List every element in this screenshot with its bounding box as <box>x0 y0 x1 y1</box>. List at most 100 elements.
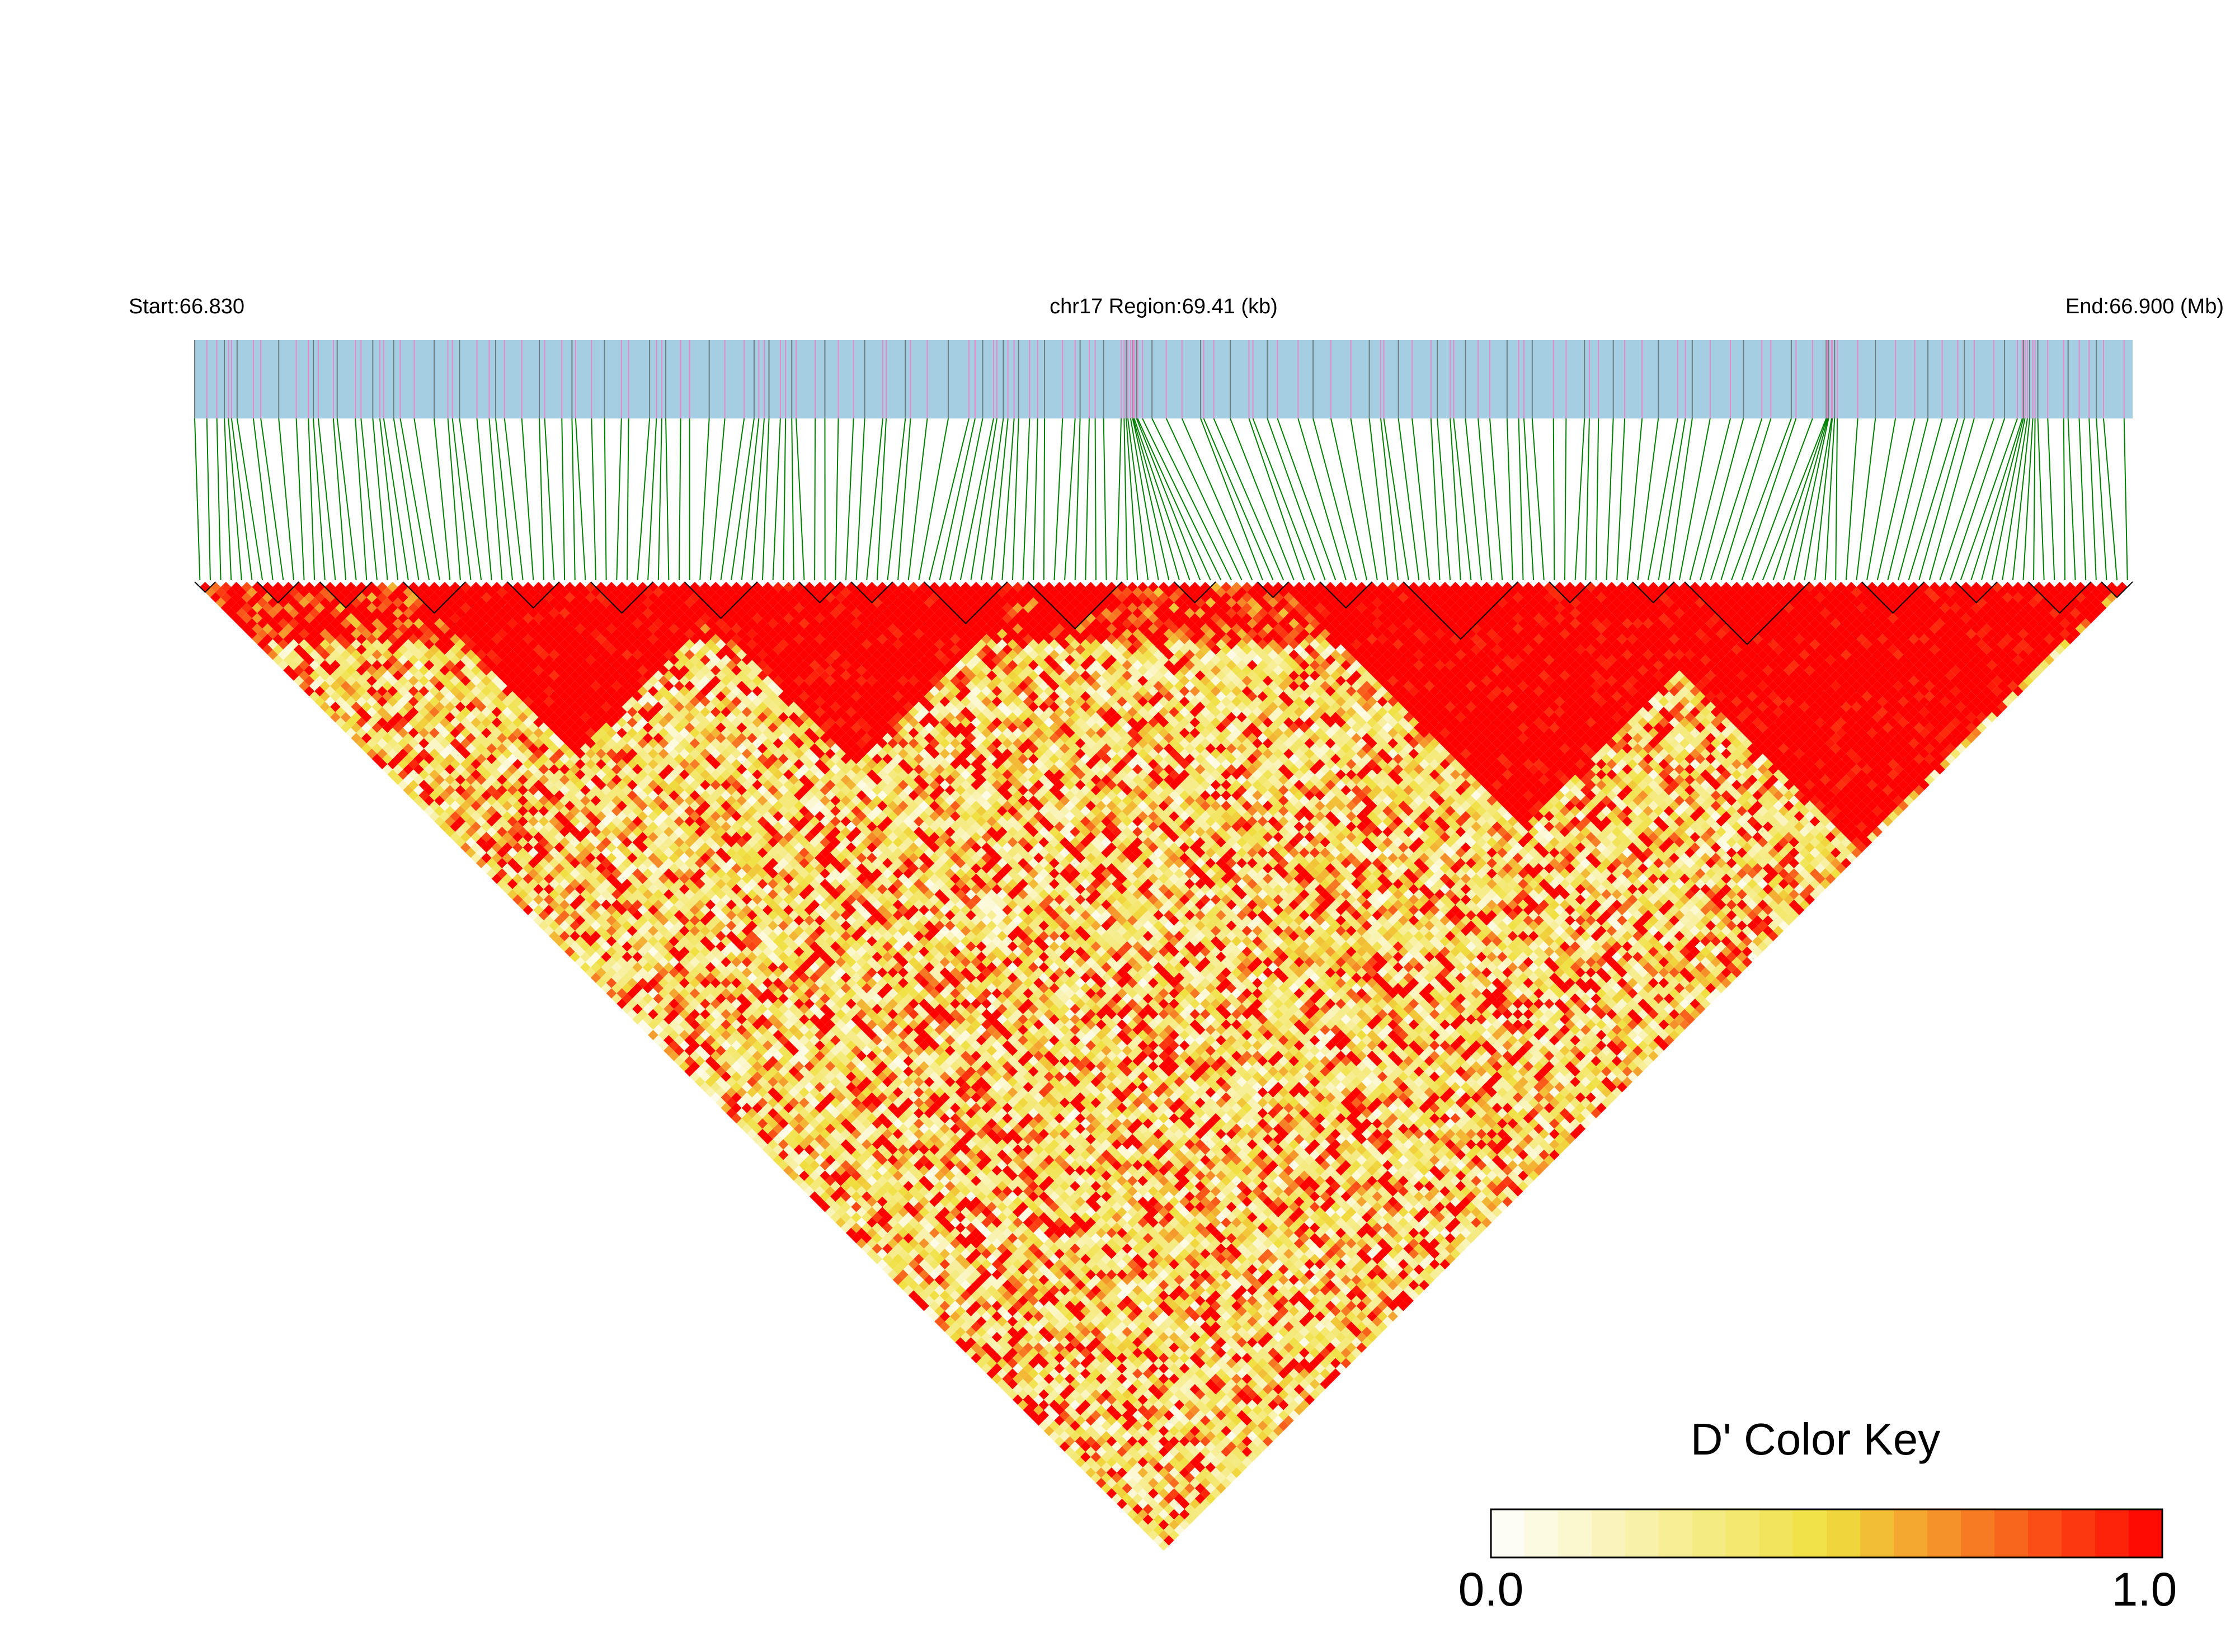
ld-cell <box>340 649 351 660</box>
ld-cell <box>815 1123 825 1135</box>
ld-cell <box>825 1186 836 1197</box>
ld-cell <box>710 1009 721 1020</box>
ld-cell <box>491 831 502 843</box>
ld-cell <box>851 1232 862 1244</box>
snp-connector <box>604 418 607 581</box>
snp-connector <box>216 418 222 581</box>
ld-cell <box>340 691 351 702</box>
ld-cell <box>330 628 341 639</box>
ld-cell <box>783 1103 794 1113</box>
ld-cell <box>387 748 398 759</box>
ld-cell <box>845 1144 857 1155</box>
snp-connector <box>1648 418 1678 581</box>
ld-cell <box>1085 1384 1096 1395</box>
ld-cell <box>1085 1446 1096 1457</box>
ld-cell <box>371 712 383 723</box>
ld-cell <box>919 1227 929 1239</box>
ld-cell <box>439 811 450 822</box>
ld-cell <box>392 764 403 775</box>
ld-cell <box>861 1212 872 1223</box>
ld-cell <box>1090 1441 1102 1452</box>
ld-cell <box>517 806 528 817</box>
ld-cell <box>882 1191 893 1202</box>
ld-cell <box>976 1316 987 1327</box>
ld-cell <box>877 1217 888 1228</box>
ld-cell <box>1106 1467 1117 1478</box>
ld-cell <box>528 847 539 858</box>
ld-cell <box>523 811 534 822</box>
ld-cell <box>950 1279 961 1291</box>
ld-cell <box>971 1311 982 1322</box>
ld-cell <box>887 1217 898 1228</box>
ld-cell <box>517 868 528 879</box>
ld-cell <box>387 769 398 780</box>
ld-cell <box>1043 1384 1055 1395</box>
ld-cell <box>523 905 534 915</box>
ld-cell <box>413 733 424 743</box>
ld-cell <box>570 889 581 900</box>
ld-cell <box>1117 1446 1127 1457</box>
ld-cell <box>944 1274 956 1286</box>
track-background <box>195 340 2133 418</box>
ld-cell <box>335 696 346 707</box>
ld-cell <box>929 1311 940 1322</box>
ld-cell <box>664 1035 674 1046</box>
snp-connector <box>476 418 492 581</box>
ld-cell <box>882 1254 893 1264</box>
ld-cell <box>653 1004 664 1014</box>
ld-cell <box>929 1227 940 1239</box>
ld-cell <box>1012 1331 1023 1343</box>
ld-cell <box>939 1279 951 1291</box>
ld-cell <box>491 779 502 790</box>
ld-cell <box>319 649 331 660</box>
ld-cell <box>840 1191 851 1202</box>
ld-cell <box>1080 1441 1091 1452</box>
ld-cell <box>955 1295 966 1306</box>
ld-cell <box>528 878 539 889</box>
ld-cell <box>1085 1405 1096 1415</box>
ld-cell <box>398 759 408 770</box>
ld-cell <box>507 816 518 827</box>
ld-cell <box>398 717 408 728</box>
ld-cell <box>939 1290 951 1301</box>
ld-cell <box>882 1170 893 1181</box>
ld-cell <box>1106 1425 1117 1437</box>
ld-cell <box>991 1373 1003 1385</box>
snp-connector <box>224 418 232 581</box>
ld-cell <box>549 837 559 848</box>
ld-cell <box>470 769 482 780</box>
ld-cell <box>377 727 388 738</box>
ld-cell <box>481 831 492 843</box>
ld-cell <box>721 1009 732 1020</box>
ld-cell <box>580 878 591 889</box>
ld-cell <box>1023 1394 1034 1405</box>
ld-cell <box>403 764 414 775</box>
ld-cell <box>971 1259 982 1270</box>
snp-connector <box>1297 418 1347 581</box>
ld-cell <box>845 1134 857 1145</box>
snp-connector <box>194 418 201 581</box>
ld-cell <box>981 1321 992 1332</box>
ld-cell <box>1117 1498 1127 1509</box>
ld-cell <box>1012 1321 1023 1332</box>
ld-cell <box>434 733 445 743</box>
snp-connector <box>970 418 997 581</box>
snp-connector <box>1595 418 1599 581</box>
ld-cell <box>872 1191 883 1202</box>
ld-cell <box>543 915 554 926</box>
ld-cell <box>377 759 388 770</box>
ld-cell <box>580 920 591 931</box>
ld-cell <box>689 1061 700 1072</box>
snp-connector <box>538 418 544 581</box>
ld-cell <box>346 727 356 738</box>
ld-cell <box>924 1295 935 1306</box>
ld-cell <box>752 1123 763 1135</box>
ld-cell <box>1117 1488 1127 1499</box>
ld-cell <box>497 816 507 827</box>
ld-cell <box>283 582 294 592</box>
ld-cell <box>330 691 341 702</box>
ld-cell <box>642 962 653 973</box>
ld-cell <box>981 1331 992 1343</box>
ld-cell <box>679 988 690 999</box>
ld-cell <box>741 1051 752 1061</box>
